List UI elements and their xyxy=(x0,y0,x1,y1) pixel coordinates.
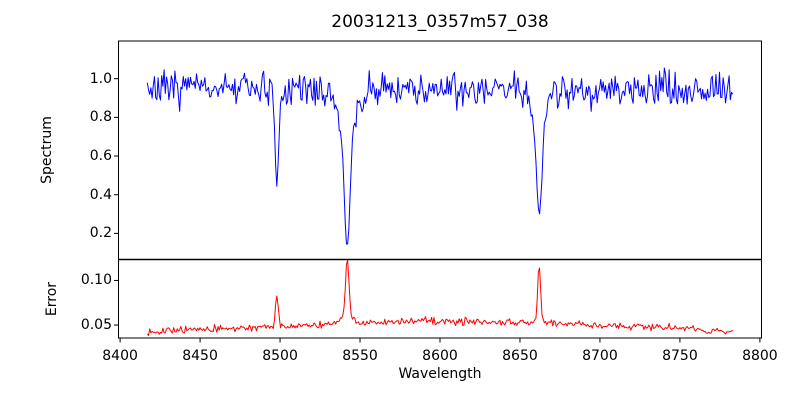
y-tick-label: 0.05 xyxy=(80,317,112,334)
spectrum-flux-line xyxy=(146,67,734,245)
x-tick-label: 8500 xyxy=(262,348,298,364)
x-tick-label: 8550 xyxy=(342,348,378,364)
x-tick-label: 8800 xyxy=(742,348,778,364)
x-tick-label: 8650 xyxy=(502,348,538,364)
y-tick-label: 0.6 xyxy=(89,148,112,165)
y-tick-label: 0.8 xyxy=(89,109,112,126)
x-axis-label: Wavelength xyxy=(398,366,482,382)
y-tick-label: 1.0 xyxy=(89,70,112,87)
x-tick-label: 8400 xyxy=(102,348,138,364)
y-tick-label: 0.4 xyxy=(89,186,112,203)
x-tick-label: 8450 xyxy=(182,348,218,364)
x-tick-label: 8600 xyxy=(422,348,458,364)
y-tick-label: 0.2 xyxy=(89,225,112,242)
error-level-line xyxy=(146,259,734,336)
chart-title: 20031213_0357m57_038 xyxy=(331,12,549,32)
y-tick-label: 0.10 xyxy=(80,272,112,289)
x-tick-label: 8750 xyxy=(662,348,698,364)
x-tick-label: 8700 xyxy=(582,348,618,364)
